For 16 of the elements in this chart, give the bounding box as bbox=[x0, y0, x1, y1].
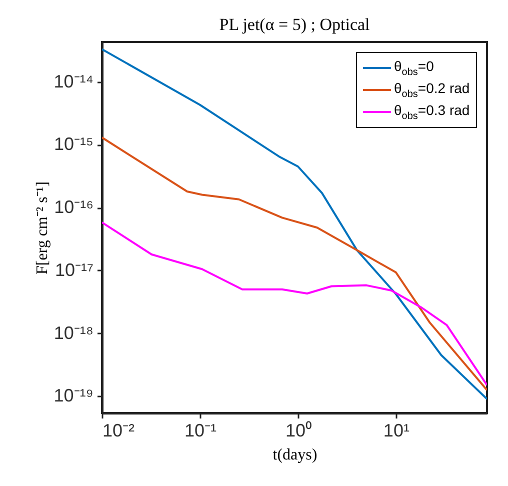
y-tick-label: 10⁻¹⁵ bbox=[54, 134, 94, 154]
y-axis-title: F[erg cm⁻² s⁻¹] bbox=[34, 181, 51, 275]
y-tick-label: 10⁻¹⁸ bbox=[54, 322, 94, 343]
legend-label: θ$_{obs}$=0.2 rad bbox=[394, 80, 470, 100]
x-tick-label: 10⁰ bbox=[285, 420, 312, 440]
legend-label: θ$_{obs}$=0 bbox=[394, 58, 434, 78]
y-tick-label: 10⁻¹⁶ bbox=[54, 197, 94, 218]
legend-label: θ$_{obs}$=0.3 rad bbox=[394, 102, 470, 122]
x-axis-title: t(days) bbox=[272, 446, 318, 464]
x-tick-label: 10⁻² bbox=[102, 420, 135, 440]
y-tick-label: 10⁻¹⁷ bbox=[54, 260, 94, 280]
y-tick-label: 10⁻¹⁹ bbox=[54, 386, 94, 406]
x-tick-label: 10¹ bbox=[383, 420, 410, 440]
x-tick-label: 10⁻¹ bbox=[184, 420, 216, 440]
y-tick-label: 10⁻¹⁴ bbox=[54, 71, 94, 92]
chart-title: PL jet(α = 5) ; Optical bbox=[219, 15, 370, 34]
